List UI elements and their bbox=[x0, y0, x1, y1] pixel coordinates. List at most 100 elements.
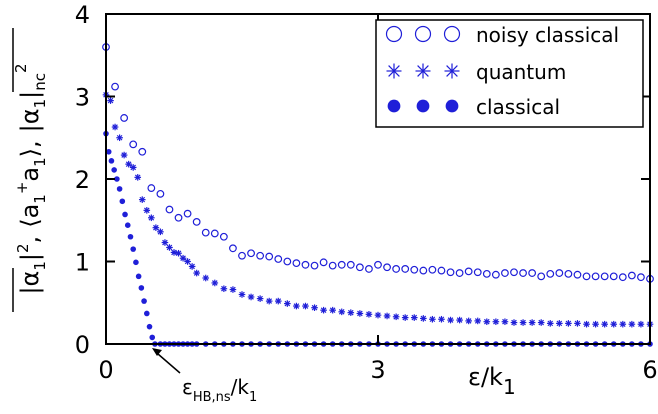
data-point bbox=[428, 265, 437, 274]
data-point bbox=[192, 217, 201, 226]
data-point bbox=[111, 167, 117, 173]
data-point bbox=[229, 244, 237, 253]
data-point bbox=[365, 311, 373, 318]
data-point bbox=[419, 266, 428, 275]
data-point bbox=[546, 269, 555, 278]
ylabel-c-end: | bbox=[16, 91, 44, 99]
data-point bbox=[247, 249, 255, 258]
data-point bbox=[510, 268, 518, 277]
data-point bbox=[129, 164, 137, 171]
data-point bbox=[401, 314, 409, 321]
data-point bbox=[219, 232, 228, 241]
data-point bbox=[166, 244, 173, 251]
data-point bbox=[556, 320, 563, 327]
data-point bbox=[319, 258, 328, 267]
data-point bbox=[152, 224, 160, 231]
annotation-main: ε bbox=[182, 375, 193, 399]
data-point bbox=[211, 279, 219, 287]
data-point bbox=[392, 265, 401, 273]
ylabel-b-sup: + bbox=[13, 182, 31, 195]
y-tick-label: 0 bbox=[75, 331, 90, 359]
data-point bbox=[130, 246, 137, 252]
x-axis-label-sub: 1 bbox=[503, 375, 516, 399]
data-point bbox=[627, 271, 636, 280]
data-point bbox=[138, 196, 146, 203]
data-point bbox=[120, 114, 129, 122]
ylabel-c-sub: 1 bbox=[31, 99, 49, 109]
data-point bbox=[292, 259, 301, 268]
data-point bbox=[537, 272, 546, 281]
legend-marker bbox=[387, 99, 401, 113]
data-point bbox=[105, 148, 112, 155]
legend-marker bbox=[385, 25, 403, 43]
data-point bbox=[347, 309, 355, 316]
legend-marker bbox=[416, 99, 430, 113]
annotation-sub: HB,ns bbox=[193, 390, 231, 405]
data-point bbox=[420, 315, 427, 322]
data-point bbox=[143, 310, 150, 317]
x-tick-label: 3 bbox=[370, 356, 385, 384]
legend-label-noisy-classical: noisy classical bbox=[476, 23, 619, 47]
legend-marker bbox=[414, 25, 432, 43]
data-point bbox=[491, 270, 500, 279]
data-point bbox=[528, 269, 537, 277]
data-point bbox=[274, 297, 282, 305]
ylabel-b-end: ⟩, bbox=[16, 140, 44, 157]
data-point bbox=[284, 300, 291, 307]
y-tick-label: 4 bbox=[75, 1, 90, 29]
legend-marker bbox=[444, 63, 460, 79]
data-point bbox=[474, 317, 482, 325]
data-point bbox=[302, 302, 309, 310]
data-point bbox=[310, 261, 319, 270]
data-point bbox=[156, 189, 165, 198]
data-point bbox=[238, 251, 246, 260]
data-point bbox=[519, 269, 527, 277]
data-point bbox=[365, 265, 373, 273]
y-axis-label: |α1|2,⟨a1+a1⟩,|α1|nc2 bbox=[12, 63, 49, 294]
x-axis-label-main: ε/k bbox=[468, 363, 503, 391]
data-point bbox=[125, 160, 132, 168]
annotation-arrow-head bbox=[152, 348, 162, 356]
data-point bbox=[138, 285, 145, 291]
data-point bbox=[565, 320, 572, 327]
data-point bbox=[410, 314, 418, 321]
data-point bbox=[610, 320, 618, 328]
data-point bbox=[135, 273, 142, 280]
data-point bbox=[157, 228, 164, 236]
legend-marker bbox=[445, 99, 459, 113]
series-quantum bbox=[102, 91, 654, 328]
data-point bbox=[146, 323, 153, 330]
legend-label-classical: classical bbox=[476, 95, 560, 119]
data-point bbox=[107, 97, 114, 104]
data-point bbox=[464, 267, 473, 276]
data-point bbox=[134, 174, 142, 181]
data-point bbox=[193, 269, 200, 277]
data-point bbox=[129, 140, 138, 149]
data-point bbox=[446, 268, 455, 277]
data-point bbox=[311, 304, 318, 311]
data-point bbox=[256, 251, 265, 260]
data-point bbox=[619, 320, 627, 328]
annotation-label: εHB,ns/k1 bbox=[182, 375, 257, 405]
data-point bbox=[510, 319, 518, 326]
data-point bbox=[609, 272, 618, 281]
data-point bbox=[355, 263, 364, 272]
data-point bbox=[628, 320, 636, 328]
ylabel-a-sup: 2 bbox=[14, 243, 32, 253]
data-point bbox=[473, 268, 482, 277]
ylabel-b-sub1: 1 bbox=[31, 194, 49, 204]
data-point bbox=[210, 229, 219, 238]
data-point bbox=[528, 319, 536, 326]
data-point bbox=[338, 308, 346, 316]
data-point bbox=[149, 334, 156, 341]
data-point bbox=[111, 82, 119, 91]
ylabel-a-sub: 1 bbox=[31, 261, 49, 271]
data-point bbox=[346, 260, 355, 269]
y-tick-label: 3 bbox=[75, 84, 90, 112]
data-point bbox=[293, 302, 300, 310]
data-point bbox=[184, 258, 191, 265]
ylabel-comma1: , bbox=[16, 236, 44, 244]
data-point bbox=[320, 306, 327, 314]
data-point bbox=[120, 151, 128, 159]
